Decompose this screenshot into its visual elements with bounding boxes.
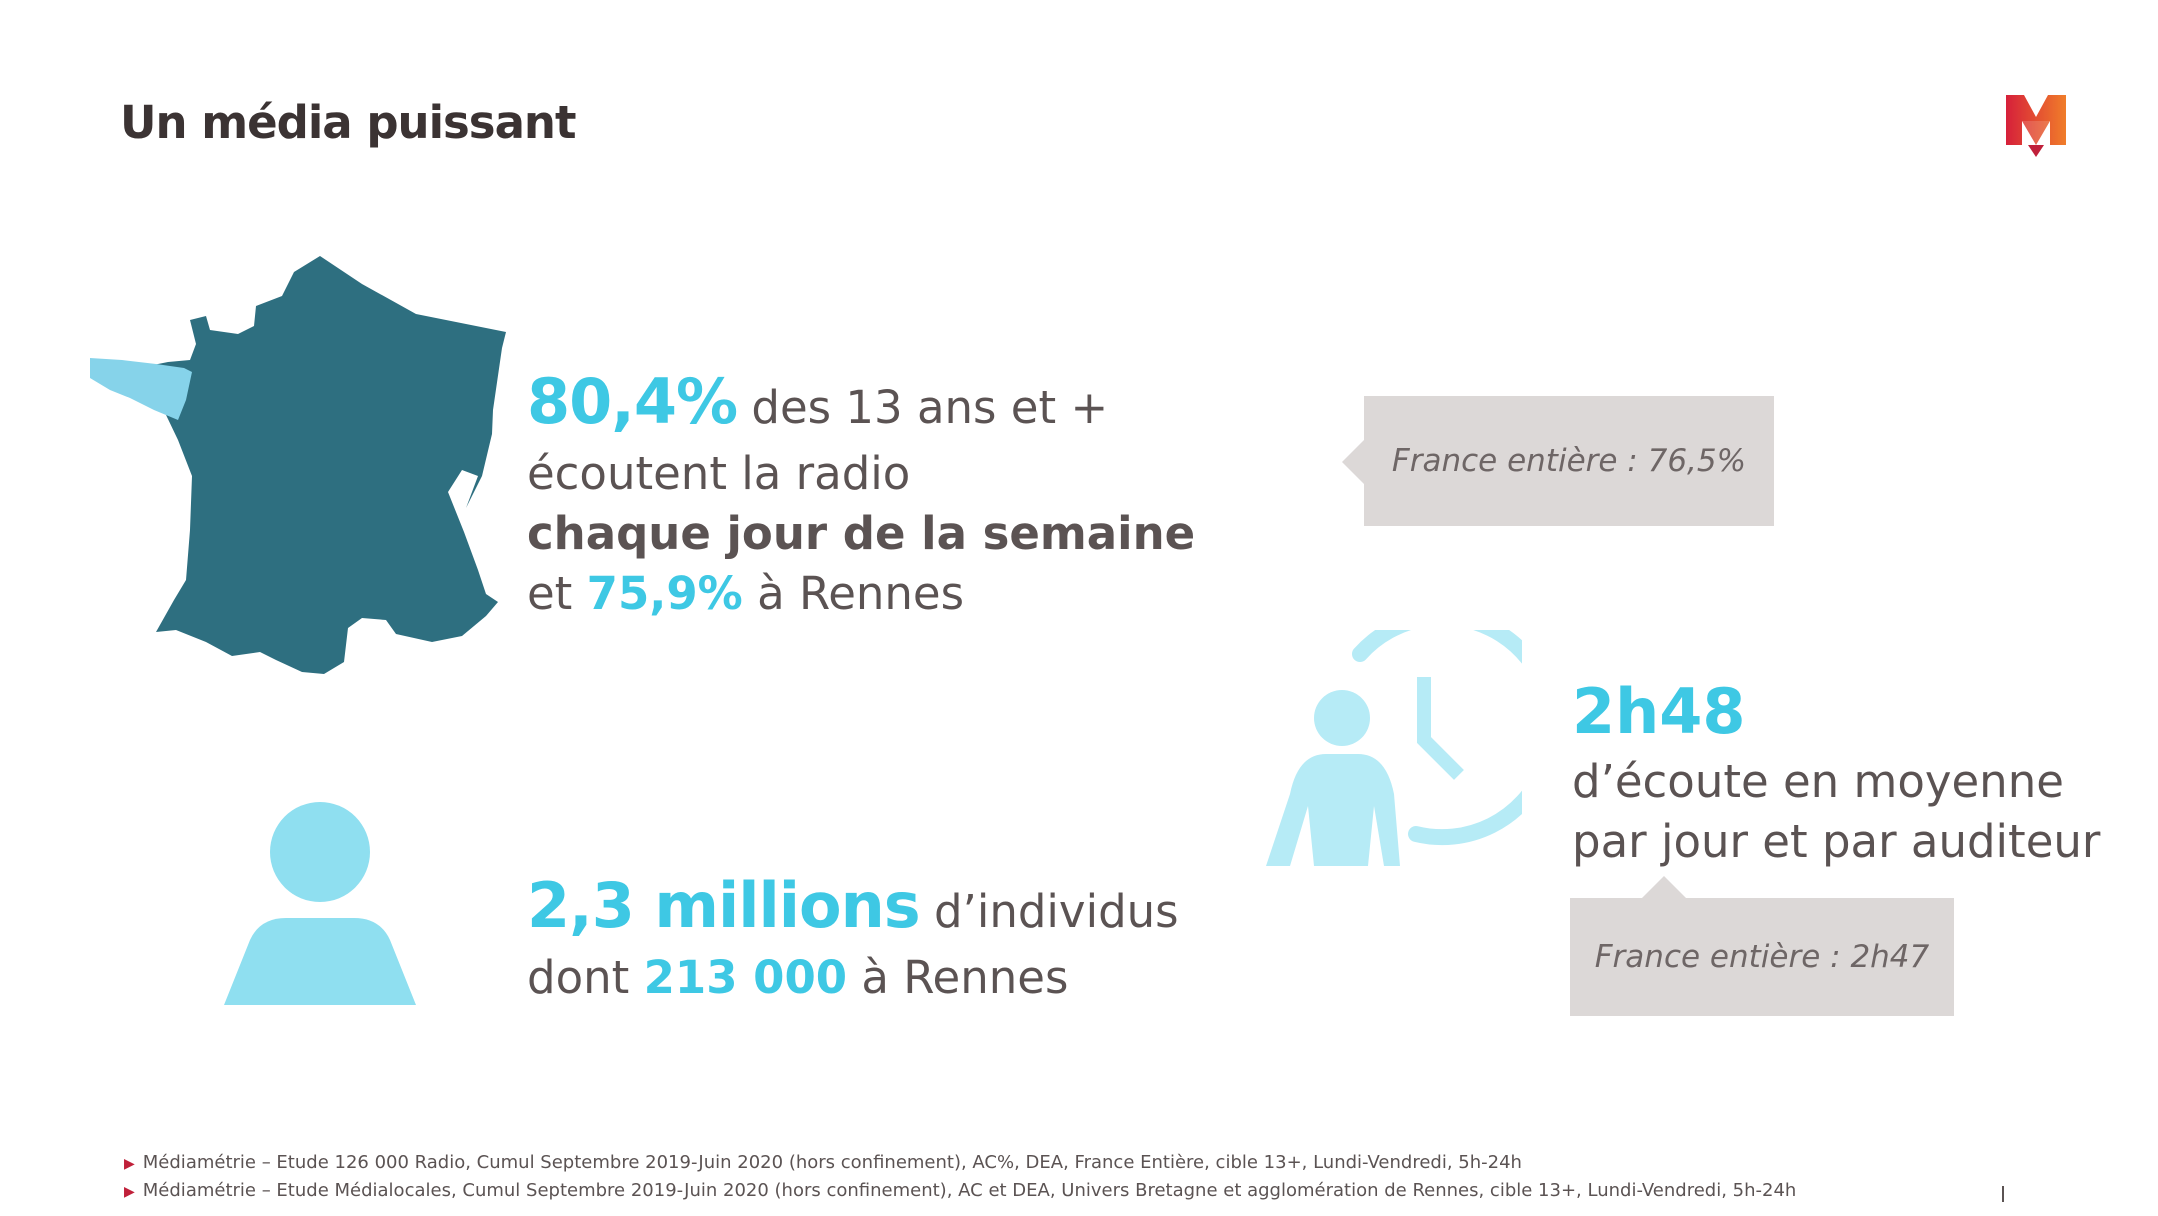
reach-line4-prefix: et xyxy=(527,567,587,620)
page-title: Un média puissant xyxy=(120,96,576,149)
callout-pointer-icon xyxy=(1640,876,1688,900)
audience-line2-suffix: à Rennes xyxy=(847,951,1069,1004)
audience-line1-text: d’individus xyxy=(919,885,1179,938)
france-reach-text: France entière : 76,5% xyxy=(1364,396,1774,526)
duration-value: 2h48 xyxy=(1572,675,1746,748)
reach-line2-text: écoutent la radio xyxy=(527,447,911,500)
page-marker xyxy=(2002,1186,2004,1202)
audience-line2-prefix: dont xyxy=(527,951,644,1004)
reach-percentage: 80,4% xyxy=(527,365,738,438)
footnote-text: Médiamétrie – Etude Médialocales, Cumul … xyxy=(142,1180,1797,1201)
footnote: ▶ Médiamétrie – Etude Médialocales, Cumul… xyxy=(124,1180,1796,1201)
triangle-bullet-icon: ▶ xyxy=(124,1184,135,1200)
callout-pointer-icon xyxy=(1342,438,1366,486)
audience-stat: 2,3 millions d’individus dont 213 000 à … xyxy=(527,870,1179,1008)
footnote-text: Médiamétrie – Etude 126 000 Radio, Cumul… xyxy=(142,1152,1522,1173)
reach-line3-text: chaque jour de la semaine xyxy=(527,507,1196,560)
france-reach-callout: France entière : 76,5% xyxy=(1342,396,1774,526)
person-icon xyxy=(224,802,416,1005)
reach-stat: 80,4% des 13 ans et + écoutent la radio … xyxy=(527,366,1195,624)
duration-line2-text: par jour et par auditeur xyxy=(1572,815,2101,868)
rennes-percentage: 75,9% xyxy=(586,567,743,620)
reach-line4-suffix: à Rennes xyxy=(742,567,965,620)
france-duration-callout: France entière : 2h47 xyxy=(1570,876,1954,1016)
m-logo-icon xyxy=(2006,95,2066,157)
reach-line1-text: des 13 ans et + xyxy=(737,381,1109,434)
duration-line1-text: d’écoute en moyenne xyxy=(1572,755,2064,808)
france-duration-text: France entière : 2h47 xyxy=(1570,898,1954,1016)
audience-total: 2,3 millions xyxy=(527,869,921,942)
duration-stat: 2h48 d’écoute en moyenne par jour et par… xyxy=(1572,672,2100,872)
france-map-icon xyxy=(90,256,506,674)
triangle-bullet-icon: ▶ xyxy=(124,1156,135,1172)
footnote: ▶ Médiamétrie – Etude 126 000 Radio, Cumu… xyxy=(124,1152,1522,1173)
clock-person-icon xyxy=(1266,630,1522,866)
rennes-audience: 213 000 xyxy=(643,951,848,1004)
